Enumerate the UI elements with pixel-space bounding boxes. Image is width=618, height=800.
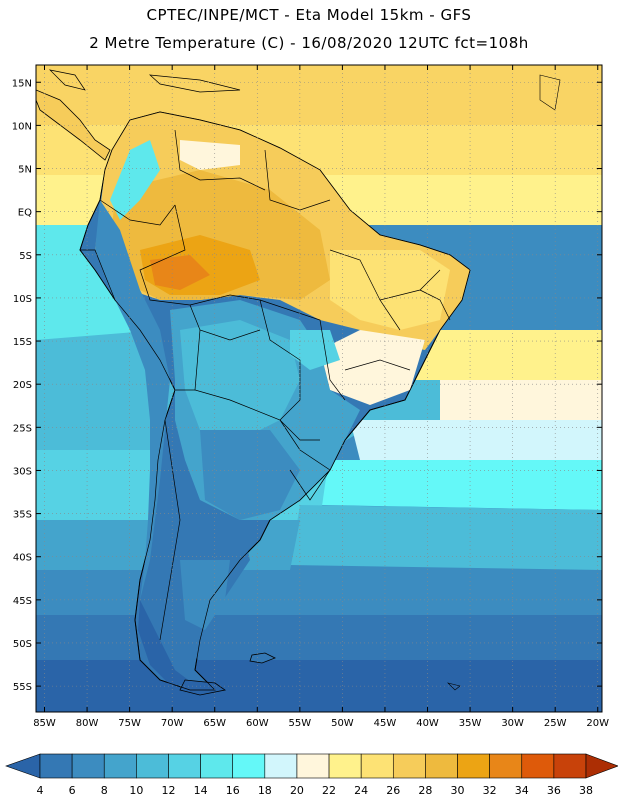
lon-label: 25W: [544, 718, 567, 729]
colorbar-swatch: [232, 753, 266, 779]
lat-label: 15N: [12, 78, 32, 89]
lat-label: 40S: [13, 553, 32, 564]
lon-label: 80W: [76, 718, 99, 729]
lat-label: 50S: [13, 639, 32, 650]
colorbar-swatch: [360, 753, 394, 779]
latitude-labels: 15N 10N 5N EQ 5S 10S 15S 20S 25S 30S 35S 40S 45S 50S 5…: [12, 78, 32, 693]
colorbar-label: 32: [483, 784, 497, 797]
map-area: [36, 65, 602, 712]
colorbar-label: 26: [386, 784, 400, 797]
lon-label: 55W: [289, 718, 312, 729]
colorbar-swatch: [553, 753, 587, 779]
colorbar-swatch: [296, 753, 330, 779]
lat-label: 5N: [18, 165, 32, 176]
colorbar-label: 20: [290, 784, 304, 797]
lat-label: 55S: [13, 682, 32, 693]
lon-label: 45W: [374, 718, 397, 729]
colorbar-swatch: [425, 753, 458, 779]
lat-label: 15S: [13, 337, 32, 348]
colorbar-low-arrow: [5, 753, 41, 779]
colorbar-label: 6: [69, 784, 76, 797]
lon-label: 85W: [33, 718, 56, 729]
colorbar-swatch: [328, 753, 362, 779]
longitude-labels: 85W 80W 75W 70W 65W 60W 55W 50W 45W 40W 35W 30W 25W 2…: [33, 718, 609, 729]
country-borders: [79, 111, 471, 691]
lat-label: 10S: [13, 294, 32, 305]
lon-label: 40W: [416, 718, 439, 729]
map-subtitle: 2 Metre Temperature (C) - 16/08/2020 12U…: [89, 34, 529, 52]
colorbar-swatch: [264, 753, 298, 779]
lon-label: 50W: [331, 718, 354, 729]
colorbar-swatch: [136, 753, 169, 779]
lon-label: 75W: [118, 718, 141, 729]
lat-label: 25S: [13, 423, 32, 434]
colorbar-label: 12: [161, 784, 175, 797]
colorbar-swatch: [457, 753, 490, 779]
colorbar-swatch: [39, 753, 73, 779]
colorbar-high-arrow: [585, 753, 618, 779]
colorbar-label: 18: [258, 784, 272, 797]
temperature-colorbar: [5, 753, 618, 779]
lat-label: 5S: [19, 251, 32, 262]
axis-ticks: [36, 65, 602, 712]
colorbar-swatch: [168, 753, 201, 779]
colorbar-label: 36: [547, 784, 561, 797]
colorbar-labels: 4 6 8 10 12 14 16 18 20 22 24 26 28 30 32 34 36 38: [37, 784, 594, 797]
colorbar-swatch: [392, 753, 426, 779]
lon-label: 20W: [586, 718, 609, 729]
lon-label: 60W: [246, 718, 269, 729]
colorbar-label: 22: [322, 784, 336, 797]
colorbar-label: 10: [129, 784, 143, 797]
colorbar-swatch: [521, 753, 555, 779]
colorbar-label: 38: [579, 784, 593, 797]
lat-label: 35S: [13, 510, 32, 521]
colorbar-label: 4: [37, 784, 44, 797]
colorbar-label: 14: [194, 784, 208, 797]
map-title: CPTEC/INPE/MCT - Eta Model 15km - GFS: [146, 6, 472, 24]
colorbar-label: 8: [101, 784, 108, 797]
lat-label: 10N: [12, 121, 32, 132]
colorbar-swatch: [103, 753, 137, 779]
lon-label: 65W: [203, 718, 226, 729]
colorbar-swatch: [200, 753, 234, 779]
lon-label: 35W: [459, 718, 482, 729]
colorbar-label: 34: [515, 784, 529, 797]
lat-label: 20S: [13, 380, 32, 391]
colorbar-swatch: [71, 753, 105, 779]
lat-label: 30S: [13, 466, 32, 477]
colorbar-label: 24: [354, 784, 368, 797]
lon-label: 70W: [161, 718, 184, 729]
map-frame: [35, 64, 603, 713]
colorbar-swatch: [489, 753, 523, 779]
lon-label: 30W: [501, 718, 524, 729]
lat-label: EQ: [18, 208, 32, 219]
colorbar-label: 16: [226, 784, 240, 797]
colorbar-label: 28: [418, 784, 432, 797]
colorbar-label: 30: [451, 784, 465, 797]
lat-label: 45S: [13, 596, 32, 607]
